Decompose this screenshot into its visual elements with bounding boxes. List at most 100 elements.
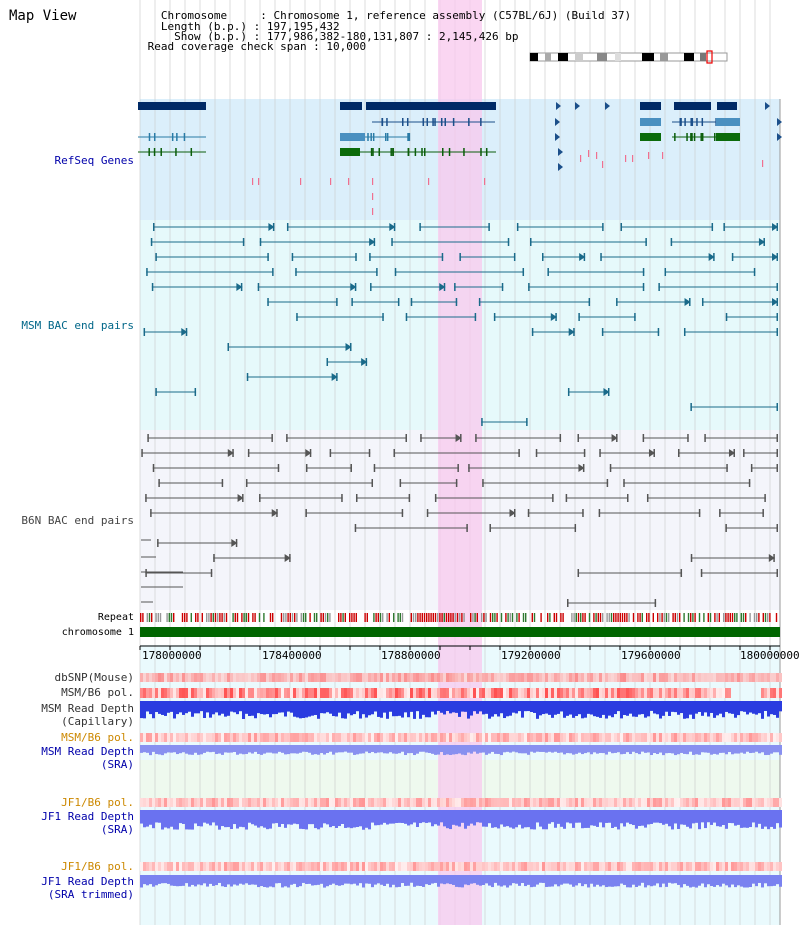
b6n-bac-track[interactable] — [141, 434, 778, 607]
msm-depth-sra-label[interactable]: MSM Read Depth — [41, 745, 134, 758]
heat-cell — [200, 862, 203, 871]
refseq-genes-track[interactable] — [138, 102, 782, 215]
bac-end — [246, 373, 249, 381]
bac-end — [245, 479, 248, 487]
depth-bar — [458, 745, 461, 754]
msm-b6-pol-label-2[interactable]: MSM/B6 pol. — [61, 731, 134, 744]
heat-cell — [143, 862, 146, 871]
depth-bar — [473, 875, 476, 884]
repeat-label[interactable]: Repeat — [97, 612, 134, 623]
heat-cell — [524, 862, 527, 871]
heat-cell — [200, 688, 203, 698]
bac-end — [578, 313, 580, 321]
chromosome-bar[interactable] — [140, 627, 780, 637]
heat-cell — [554, 733, 557, 742]
depth-bar — [467, 810, 470, 826]
selection-highlight[interactable] — [438, 0, 482, 925]
heat-cell — [365, 862, 368, 871]
dbsnp-label[interactable]: dbSNP(Mouse) — [54, 671, 134, 684]
heat-cell — [743, 733, 746, 742]
heat-cell — [329, 733, 332, 742]
heat-cell — [761, 688, 764, 698]
heat-cell — [263, 733, 266, 742]
depth-bar — [152, 745, 155, 752]
heat-cell — [770, 673, 773, 682]
bac-end — [143, 328, 146, 336]
msm-bac-track[interactable] — [143, 223, 778, 426]
repeat-element — [393, 613, 395, 622]
depth-bar — [554, 701, 557, 715]
heat-cell — [650, 798, 653, 807]
depth-bar — [161, 701, 164, 715]
refseq-label[interactable]: RefSeq Genes — [54, 154, 134, 167]
depth-bar — [773, 875, 776, 886]
depth-bar — [305, 701, 308, 718]
heat-cell — [218, 862, 221, 871]
heat-cell — [224, 733, 227, 742]
repeat-element — [217, 613, 219, 622]
heat-cell — [596, 733, 599, 742]
depth-bar — [530, 875, 533, 888]
heat-cell — [590, 673, 593, 682]
heat-cell — [251, 688, 254, 698]
repeat-element — [509, 613, 511, 622]
heat-cell — [410, 673, 413, 682]
msm-b6-pol-label[interactable]: MSM/B6 pol. — [61, 686, 134, 699]
heat-cell — [764, 688, 767, 698]
heat-cell — [707, 862, 710, 871]
depth-bar — [623, 810, 626, 827]
depth-bar — [428, 810, 431, 823]
msm-depth-capillary-label[interactable]: MSM Read Depth — [41, 702, 134, 715]
msm-bac-label[interactable]: MSM BAC end pairs — [21, 319, 134, 332]
heat-cell — [149, 673, 152, 682]
ideogram-band — [558, 53, 568, 61]
repeat-element — [338, 613, 340, 622]
heat-cell — [590, 733, 593, 742]
depth-bar — [611, 745, 614, 754]
depth-bar — [650, 701, 653, 711]
heat-cell — [323, 688, 326, 698]
jf1-depth-sra-label[interactable]: JF1 Read Depth — [41, 810, 134, 823]
b6n-bac-label[interactable]: B6N BAC end pairs — [21, 514, 134, 527]
depth-bar — [434, 810, 437, 825]
jf1-b6-pol-label-2[interactable]: JF1/B6 pol. — [61, 860, 134, 873]
gene-exon — [422, 118, 425, 126]
heat-cell — [599, 798, 602, 807]
gene-block — [340, 102, 362, 110]
heat-tracks[interactable] — [140, 673, 782, 888]
heat-cell — [698, 673, 701, 682]
heat-cell — [392, 862, 395, 871]
depth-bar — [548, 745, 551, 752]
depth-bar — [290, 810, 293, 825]
depth-bar — [344, 810, 347, 828]
chromosome-label[interactable]: chromosome 1 — [61, 627, 134, 638]
heat-cell — [713, 798, 716, 807]
jf1-depth-trim-label[interactable]: JF1 Read Depth — [41, 875, 134, 888]
depth-bar — [203, 875, 206, 884]
depth-bar — [683, 701, 686, 719]
repeat-element — [679, 613, 681, 622]
heat-cell — [551, 798, 554, 807]
heat-cell — [170, 733, 173, 742]
heat-cell — [152, 733, 155, 742]
heat-cell — [539, 673, 542, 682]
repeat-element — [683, 613, 685, 622]
bac-end — [152, 464, 155, 472]
heat-cell — [209, 688, 212, 698]
depth-bar — [191, 875, 194, 885]
depth-bar — [353, 745, 356, 755]
gene-exon — [381, 118, 383, 126]
repeat-track[interactable] — [140, 613, 778, 622]
heat-cell — [656, 733, 659, 742]
depth-bar — [425, 875, 428, 885]
gene-block — [717, 102, 737, 110]
depth-bar — [140, 875, 143, 888]
ideogram-band — [642, 53, 654, 61]
heat-cell — [368, 798, 371, 807]
jf1-b6-pol-label[interactable]: JF1/B6 pol. — [61, 796, 134, 809]
heat-cell — [296, 862, 299, 871]
heat-cell — [530, 733, 533, 742]
depth-bar — [221, 810, 224, 827]
chromosome-ideogram[interactable] — [529, 50, 728, 64]
